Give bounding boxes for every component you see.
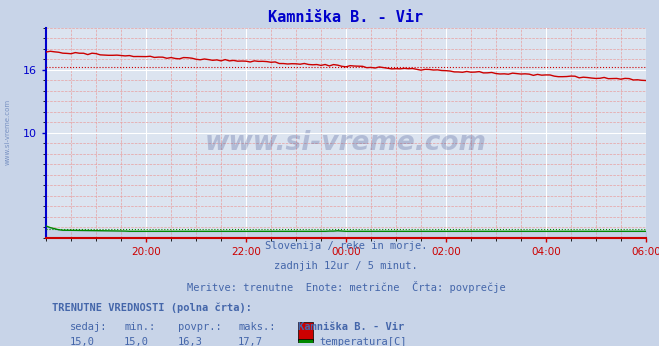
FancyBboxPatch shape <box>298 321 313 340</box>
Text: min.:: min.: <box>124 321 156 331</box>
Text: temperatura[C]: temperatura[C] <box>319 337 407 346</box>
Text: www.si-vreme.com: www.si-vreme.com <box>205 130 487 156</box>
Text: zadnjih 12ur / 5 minut.: zadnjih 12ur / 5 minut. <box>274 261 418 271</box>
Text: 16,3: 16,3 <box>178 337 203 346</box>
Text: Meritve: trenutne  Enote: metrične  Črta: povprečje: Meritve: trenutne Enote: metrične Črta: … <box>186 281 505 293</box>
Text: TRENUTNE VREDNOSTI (polna črta):: TRENUTNE VREDNOSTI (polna črta): <box>52 303 252 313</box>
FancyBboxPatch shape <box>298 339 313 346</box>
Text: povpr.:: povpr.: <box>178 321 222 331</box>
Text: Slovenija / reke in morje.: Slovenija / reke in morje. <box>265 241 427 251</box>
Text: sedaj:: sedaj: <box>70 321 107 331</box>
Title: Kamniška B. - Vir: Kamniška B. - Vir <box>268 10 424 25</box>
Text: maks.:: maks.: <box>238 321 275 331</box>
Text: www.si-vreme.com: www.si-vreme.com <box>5 98 11 165</box>
Text: 15,0: 15,0 <box>70 337 95 346</box>
Text: 15,0: 15,0 <box>124 337 149 346</box>
Text: Kamniška B. - Vir: Kamniška B. - Vir <box>298 321 404 331</box>
Text: 17,7: 17,7 <box>238 337 263 346</box>
